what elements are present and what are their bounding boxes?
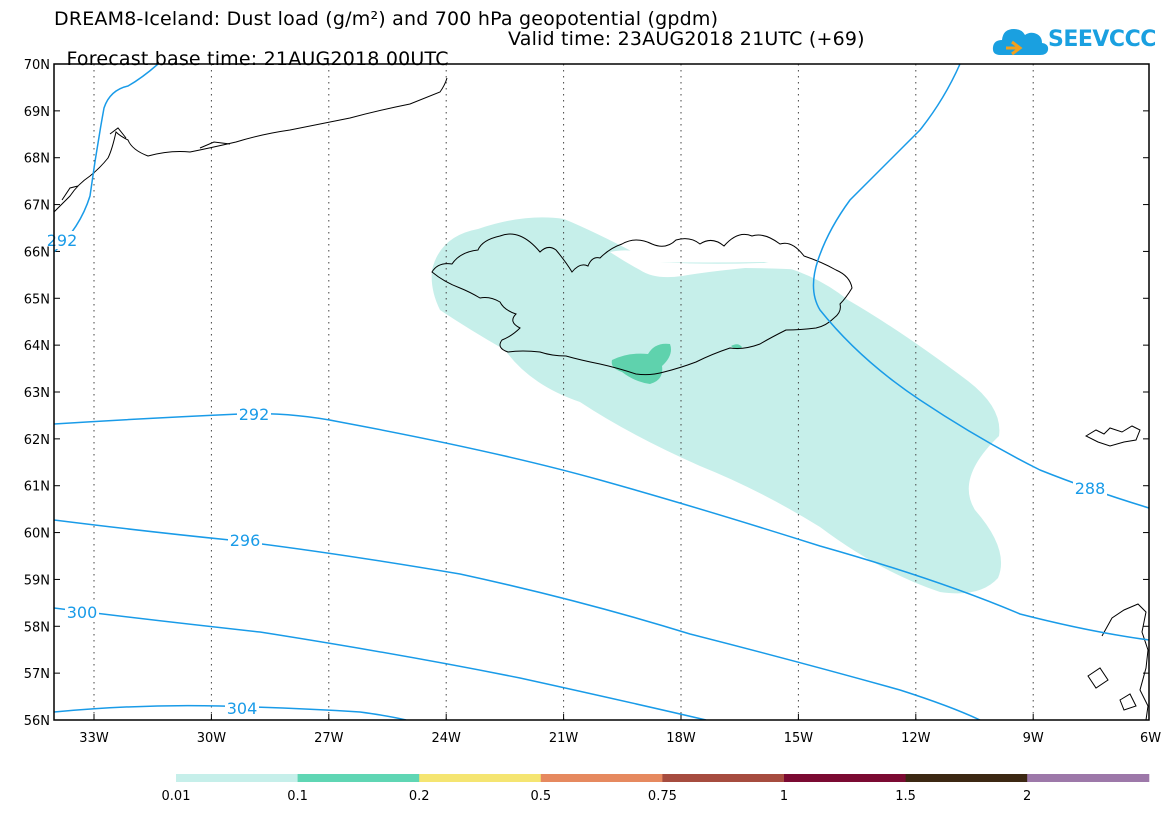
contour-label: 292 <box>239 405 270 424</box>
lat-label: 65N <box>24 292 50 307</box>
lat-label: 69N <box>24 105 50 120</box>
lat-label: 57N <box>24 667 50 682</box>
map-frame <box>53 63 1150 721</box>
lat-label: 60N <box>24 527 50 542</box>
lat-label: 58N <box>24 620 50 635</box>
greenland-coastline <box>54 77 448 213</box>
faroe-islands <box>1084 425 1141 447</box>
contour-labels: 292 292 296 300 304 288 <box>45 231 1107 718</box>
lon-label: 24W <box>431 731 461 746</box>
colorbar-segment <box>784 774 907 782</box>
colorbar-segment <box>419 774 542 782</box>
lon-label: 18W <box>666 731 696 746</box>
colorbar-segment <box>1027 774 1150 782</box>
lat-label: 67N <box>24 199 50 214</box>
lat-label: 59N <box>24 573 50 588</box>
lon-label: 21W <box>549 731 579 746</box>
lon-label: 6W <box>1140 731 1161 746</box>
colorbar-label: 0.1 <box>287 789 308 804</box>
colorbar-label: 1 <box>780 789 788 804</box>
contour-304 <box>54 704 407 720</box>
lat-label: 56N <box>24 714 50 729</box>
contour-292-greenland <box>54 64 159 253</box>
contour-label: 300 <box>67 603 98 622</box>
colorbar-segment <box>297 774 420 782</box>
contour-label: 296 <box>230 531 261 550</box>
colorbar-label: 0.01 <box>162 789 191 804</box>
cloud-icon <box>992 29 1049 56</box>
contour-288 <box>812 64 1149 509</box>
lon-label: 27W <box>314 731 344 746</box>
colorbar-segment <box>662 774 785 782</box>
lat-label: 62N <box>24 433 50 448</box>
scotland-coastline <box>1087 603 1149 720</box>
colorbar-label: 0.75 <box>648 789 677 804</box>
lon-label: 9W <box>1023 731 1044 746</box>
contour-label: 288 <box>1075 479 1106 498</box>
colorbar-label: 0.5 <box>530 789 551 804</box>
logo-text: SEEVCCC <box>1048 27 1156 52</box>
colorbar-segment <box>176 774 299 782</box>
seevccc-logo: SEEVCCC <box>992 21 1156 61</box>
lat-label: 68N <box>24 152 50 167</box>
map-title: DREAM8-Iceland: Dust load (g/m²) and 700… <box>54 8 719 30</box>
colorbar-label: 1.5 <box>895 789 916 804</box>
contour-300 <box>54 607 707 720</box>
lon-label: 33W <box>79 731 109 746</box>
valid-time: Valid time: 23AUG2018 21UTC (+69) <box>508 28 865 50</box>
contour-label: 304 <box>227 699 258 718</box>
lat-label: 70N <box>24 58 50 73</box>
colorbar-label: 0.2 <box>409 789 430 804</box>
colorbar-segment <box>540 774 663 782</box>
lon-label: 15W <box>784 731 814 746</box>
longitude-labels: 33W 30W 27W 24W 21W 18W 15W 12W 9W 6W <box>79 731 1161 746</box>
lat-label: 63N <box>24 386 50 401</box>
lon-label: 30W <box>197 731 227 746</box>
colorbar-label: 2 <box>1023 789 1031 804</box>
colorbar: 0.01 0.1 0.2 0.5 0.75 1 1.5 2 <box>162 774 1150 804</box>
graticule <box>54 63 1149 721</box>
dust-free-notch <box>610 250 808 278</box>
lat-label: 61N <box>24 480 50 495</box>
contour-296 <box>54 519 981 720</box>
iceland-coastline <box>431 233 853 376</box>
colorbar-segment <box>905 774 1028 782</box>
contour-label: 292 <box>47 231 78 250</box>
lat-label: 64N <box>24 339 50 354</box>
lat-label: 66N <box>24 245 50 260</box>
latitude-labels: 70N 69N 68N 67N 66N 65N 64N 63N 62N 61N 60N 59N 58N 5… <box>24 58 50 729</box>
dust-region-light <box>431 217 1002 594</box>
lon-label: 12W <box>901 731 931 746</box>
